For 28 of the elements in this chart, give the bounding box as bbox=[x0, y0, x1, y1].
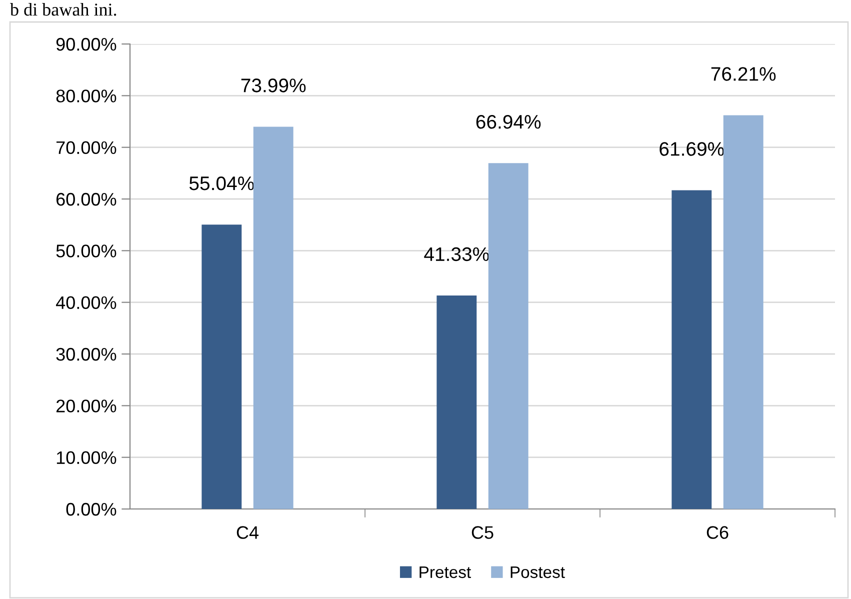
y-tick-label: 80.00% bbox=[56, 90, 116, 102]
y-tick-label: 20.00% bbox=[56, 400, 116, 412]
y-tick-label: 90.00% bbox=[56, 38, 116, 51]
legend-label: Pretest bbox=[420, 566, 471, 578]
legend-label: Postest bbox=[510, 566, 565, 578]
x-tick-label: C6 bbox=[706, 526, 728, 539]
bar bbox=[488, 163, 528, 509]
text: b di bawah ini. bbox=[10, 3, 116, 16]
x-tick-label: C4 bbox=[236, 526, 259, 539]
data-label: 76.21% bbox=[711, 67, 776, 81]
data-label: 41.33% bbox=[424, 247, 489, 262]
y-tick-label: 40.00% bbox=[56, 296, 116, 310]
data-label: 73.99% bbox=[241, 78, 306, 92]
data-label: 55.04% bbox=[189, 176, 254, 190]
data-label: 61.69% bbox=[660, 142, 724, 156]
bar bbox=[672, 190, 712, 509]
x-tick-label: C5 bbox=[472, 526, 494, 539]
data-label: 66.94% bbox=[476, 114, 541, 129]
bar bbox=[723, 115, 764, 509]
bar bbox=[436, 295, 477, 509]
y-tick-label: 60.00% bbox=[56, 192, 116, 206]
bar bbox=[253, 126, 294, 509]
y-tick-label: 70.00% bbox=[56, 141, 116, 154]
y-tick-label: 10.00% bbox=[56, 451, 116, 464]
y-tick-label: 0.00% bbox=[66, 502, 116, 516]
y-tick-label: 30.00% bbox=[56, 348, 116, 361]
bar bbox=[202, 224, 242, 509]
y-tick-label: 50.00% bbox=[56, 244, 116, 258]
